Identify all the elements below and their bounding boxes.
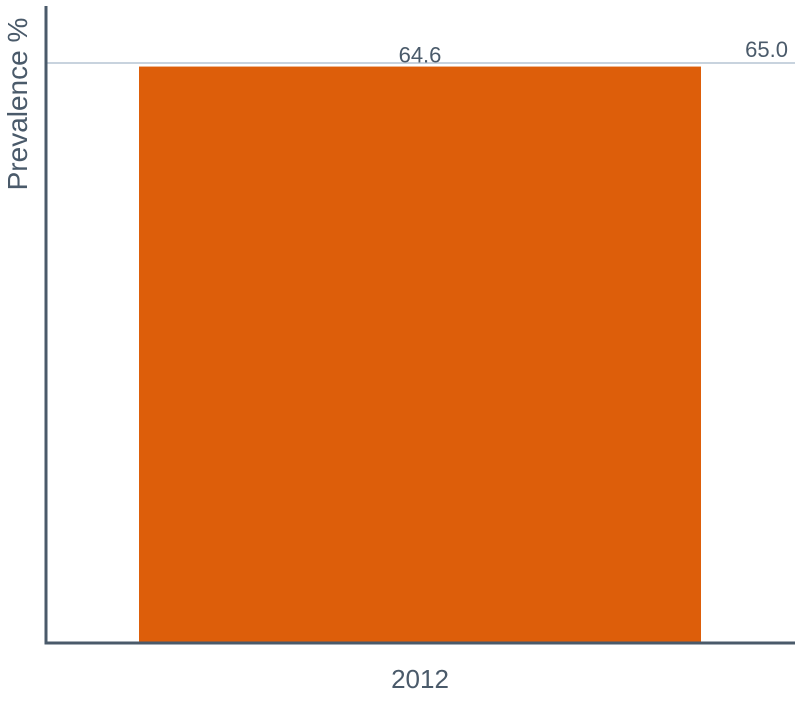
reference-line-layer: 65.0 — [46, 37, 795, 64]
x-tick-label: 2012 — [391, 664, 449, 694]
bar-layer — [139, 66, 701, 644]
reference-line-label: 65.0 — [745, 37, 788, 62]
bar — [139, 66, 701, 644]
label-layer: 64.6 2012 — [391, 43, 449, 694]
bar-value-label: 64.6 — [399, 43, 442, 68]
y-axis-label: Prevalence % — [2, 18, 33, 191]
